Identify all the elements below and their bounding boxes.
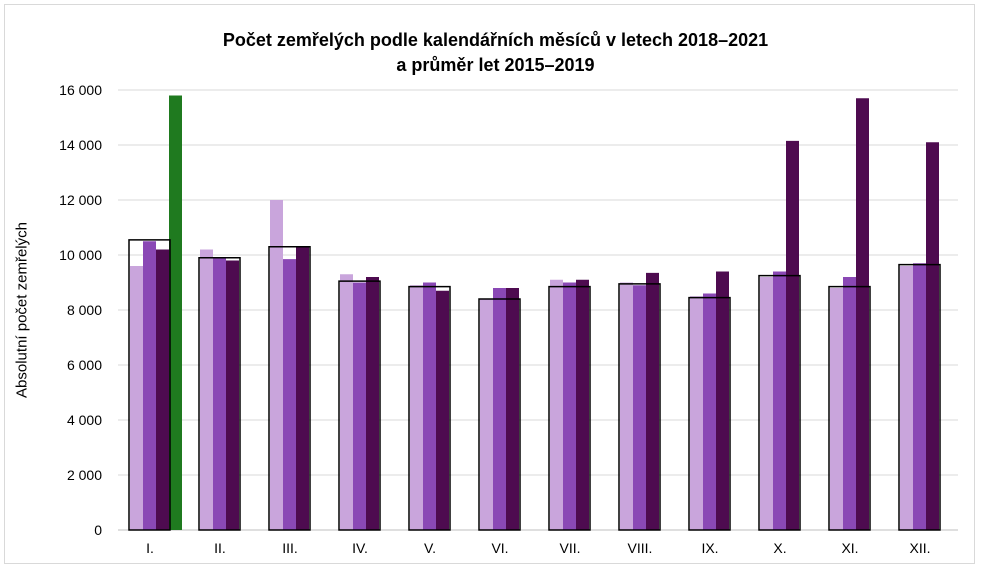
bar: [786, 140, 799, 530]
bar: [843, 277, 856, 530]
x-tick-label: VIII.: [628, 540, 653, 556]
x-tick-label: III.: [282, 540, 298, 556]
x-tick-label: XII.: [909, 540, 930, 556]
bar: [353, 282, 366, 530]
average-outline: [338, 280, 381, 531]
bar: [213, 257, 226, 530]
bar: [436, 290, 449, 530]
bar: [283, 259, 296, 530]
bar: [340, 274, 353, 530]
bar: [506, 288, 519, 530]
x-tick-label: II.: [214, 540, 226, 556]
bar: [366, 277, 379, 530]
y-tick-label: 0: [94, 522, 102, 538]
y-tick-label: 6 000: [67, 357, 102, 373]
x-tick-label: IX.: [701, 540, 718, 556]
bar: [913, 263, 926, 530]
average-outline: [198, 257, 241, 531]
bar: [926, 142, 939, 530]
bar: [143, 241, 156, 530]
y-tick-label: 14 000: [59, 137, 102, 153]
x-tick-label: V.: [424, 540, 436, 556]
average-outline: [408, 285, 451, 531]
x-tick-label: VI.: [491, 540, 508, 556]
average-outline: [548, 285, 591, 531]
bar: [563, 282, 576, 530]
average-outline: [828, 285, 871, 531]
bar: [226, 260, 239, 530]
x-tick-label: IV.: [352, 540, 368, 556]
bar: [716, 271, 729, 530]
bar: [773, 271, 786, 530]
chart-title: Počet zemřelých podle kalendářních měsíc…: [222, 30, 769, 50]
average-outline: [128, 239, 171, 531]
x-tick-label: XI.: [841, 540, 858, 556]
average-outline: [688, 296, 731, 531]
y-tick-label: 8 000: [67, 302, 102, 318]
average-outline: [478, 298, 521, 531]
average-outline: [758, 274, 801, 531]
bar: [830, 288, 843, 530]
bar: [703, 293, 716, 530]
bar: [296, 246, 309, 530]
bar: [423, 282, 436, 530]
bar: [633, 285, 646, 530]
bar: [690, 296, 703, 530]
y-tick-label: 2 000: [67, 467, 102, 483]
bar: [410, 285, 423, 530]
x-tick-label: I.: [146, 540, 154, 556]
bar: [493, 288, 506, 530]
bar: [200, 249, 213, 530]
average-outline: [618, 283, 661, 531]
bar: [760, 277, 773, 530]
bar: [169, 95, 182, 530]
bar: [480, 299, 493, 530]
bar: [130, 266, 143, 530]
x-tick-label: X.: [773, 540, 786, 556]
average-outline: [898, 263, 941, 531]
y-tick-label: 12 000: [59, 192, 102, 208]
y-tick-label: 10 000: [59, 247, 102, 263]
bar: [550, 279, 563, 530]
bar: [856, 98, 869, 530]
bar: [156, 249, 169, 530]
average-outline: [268, 246, 311, 531]
y-tick-label: 4 000: [67, 412, 102, 428]
y-tick-label: 16 000: [59, 82, 102, 98]
bar: [900, 266, 913, 530]
bar: [646, 272, 659, 530]
bar: [576, 279, 589, 530]
chart-subtitle: a průměr let 2015–2019: [396, 55, 595, 75]
bar: [270, 200, 283, 530]
bar: [620, 282, 633, 530]
x-tick-label: VII.: [559, 540, 580, 556]
